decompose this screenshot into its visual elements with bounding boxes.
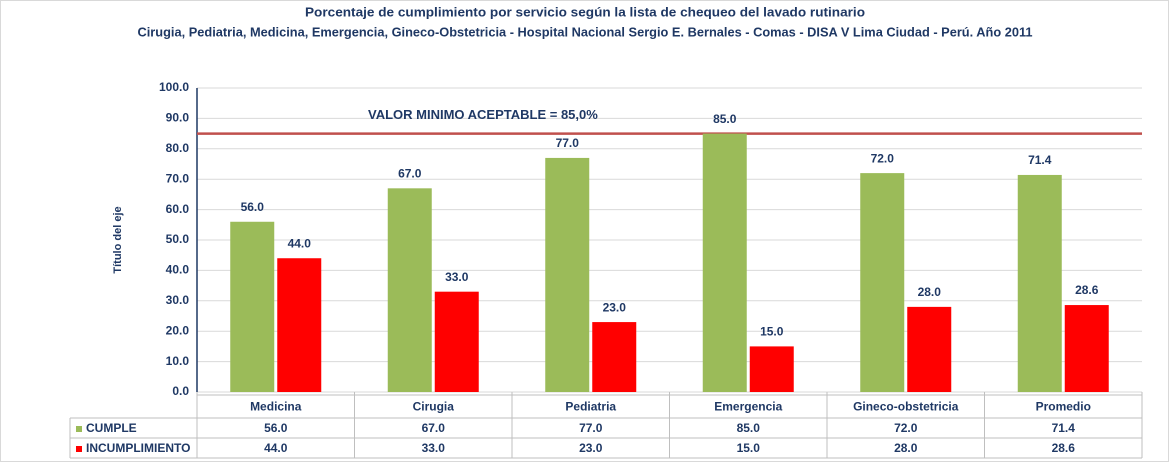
data-label: 23.0	[603, 300, 627, 314]
bar	[860, 173, 905, 392]
bar	[749, 346, 794, 392]
table-cell: 56.0	[264, 421, 288, 435]
legend-key	[76, 426, 82, 432]
x-tick-label: Pediatria	[565, 400, 616, 414]
x-tick-label: Gineco-obstetricia	[853, 400, 959, 414]
y-tick-label: 10.0	[166, 354, 190, 368]
data-label: 33.0	[445, 270, 469, 284]
x-tick-label: Promedio	[1036, 400, 1091, 414]
legend-label: CUMPLE	[86, 421, 137, 435]
y-tick-label: 50.0	[166, 232, 190, 246]
bar	[1064, 305, 1109, 392]
bar	[545, 157, 590, 392]
bar	[434, 291, 479, 392]
data-label: 15.0	[760, 325, 784, 339]
y-tick-label: 30.0	[166, 293, 190, 307]
table-cell: 72.0	[894, 421, 918, 435]
table-cell: 44.0	[264, 441, 288, 455]
y-tick-label: 90.0	[166, 111, 190, 125]
data-label: 67.0	[398, 166, 422, 180]
data-label: 85.0	[713, 112, 737, 126]
bar	[387, 188, 432, 392]
y-tick-label: 0.0	[172, 384, 189, 398]
data-label: 71.4	[1028, 153, 1052, 167]
data-label: 28.6	[1075, 283, 1099, 297]
data-label: 72.0	[871, 151, 895, 165]
table-cell: 71.4	[1052, 421, 1076, 435]
bar	[907, 306, 952, 392]
table-cell: 28.0	[894, 441, 918, 455]
table-cell: 77.0	[579, 421, 603, 435]
y-tick-label: 20.0	[166, 323, 190, 337]
y-tick-label: 40.0	[166, 263, 190, 277]
y-tick-label: 100.0	[159, 80, 189, 94]
table-cell: 28.6	[1052, 441, 1076, 455]
data-label: 44.0	[288, 236, 312, 250]
table-cell: 67.0	[422, 421, 446, 435]
y-axis-title: Título del eje	[112, 206, 124, 273]
y-tick-label: 80.0	[166, 141, 190, 155]
legend-label: INCUMPLIMIENTO	[86, 441, 190, 455]
data-label: 28.0	[918, 285, 942, 299]
y-tick-label: 60.0	[166, 202, 190, 216]
chart-title: Porcentaje de cumplimiento por servicio …	[305, 4, 865, 19]
table-cell: 15.0	[737, 441, 761, 455]
data-label: 56.0	[241, 200, 265, 214]
x-tick-label: Cirugia	[413, 400, 455, 414]
y-tick-label: 70.0	[166, 171, 190, 185]
bar	[702, 133, 747, 392]
data-label: 77.0	[556, 136, 580, 150]
x-tick-label: Emergencia	[714, 400, 782, 414]
reference-label: VALOR MINIMO ACEPTABLE = 85,0%	[368, 107, 598, 122]
bar	[230, 221, 275, 392]
x-tick-label: Medicina	[250, 400, 302, 414]
bar	[592, 322, 637, 392]
table-cell: 33.0	[422, 441, 446, 455]
legend-key	[76, 446, 82, 452]
bar	[277, 258, 322, 392]
table-cell: 85.0	[737, 421, 761, 435]
bar	[1017, 174, 1062, 392]
chart-subtitle: Cirugia, Pediatria, Medicina, Emergencia…	[138, 24, 1033, 39]
table-cell: 23.0	[579, 441, 603, 455]
